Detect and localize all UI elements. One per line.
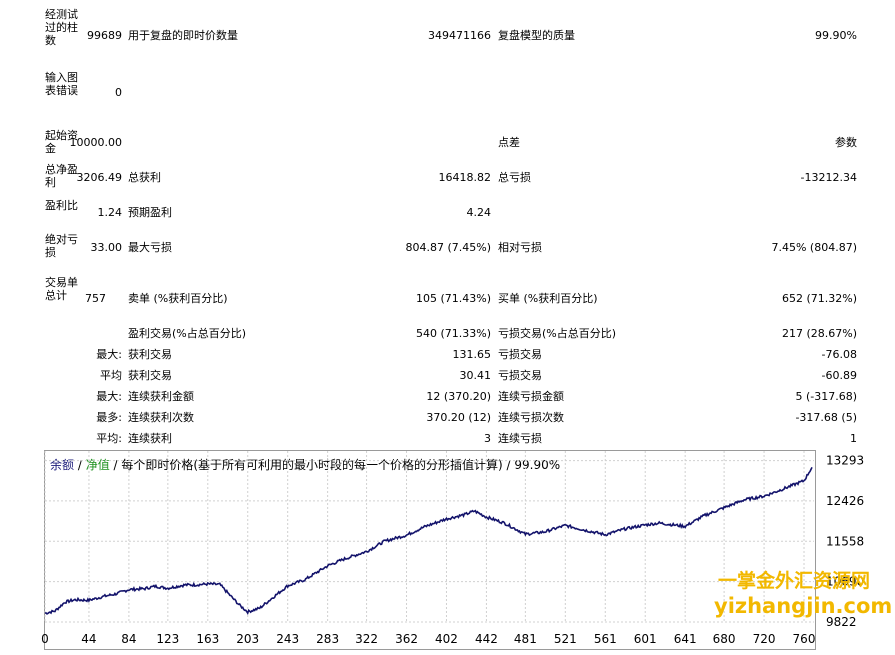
gross-profit-value: 16418.82 — [438, 171, 492, 184]
x-tick-label: 44 — [81, 632, 96, 646]
net-profit-value: 3206.49 — [76, 171, 123, 184]
long-trades-value: 652 (71.32%) — [781, 292, 857, 305]
stat-row-right-label: 连续亏损金额 — [498, 390, 564, 403]
x-tick-label: 481 — [514, 632, 537, 646]
stat-row-left-label: 获利交易 — [128, 348, 172, 361]
chart-errors-label: 输入图表错误 — [45, 71, 78, 97]
x-tick-label: 641 — [674, 632, 697, 646]
equity-legend: 净值 — [85, 458, 110, 472]
y-tick-label: 10690 — [826, 575, 864, 589]
stat-row-prefix: 最大: — [96, 390, 122, 403]
x-tick-label: 442 — [475, 632, 498, 646]
y-tick-label: 9822 — [826, 615, 857, 629]
stat-row-right-value: -317.68 (5) — [795, 411, 857, 424]
stat-row-prefix: 平均: — [96, 432, 122, 445]
watermark-url: yizhangjin.com — [714, 594, 893, 618]
total-trades-value: 757 — [85, 292, 106, 305]
profit-trades-label: 盈利交易(%占总百分比) — [128, 327, 247, 340]
stat-row-right-value: -76.08 — [821, 348, 857, 361]
ticks-label: 用于复盘的即时价数量 — [128, 29, 238, 42]
stat-row-right-label: 连续亏损 — [498, 432, 542, 445]
x-tick-label: 322 — [355, 632, 378, 646]
expected-payoff-value: 4.24 — [466, 206, 492, 219]
spread-value: 参数 — [835, 136, 857, 149]
y-tick-label: 11558 — [826, 534, 864, 548]
stat-row-left-value: 12 (370.20) — [426, 390, 491, 403]
stat-row-left-value: 370.20 (12) — [426, 411, 491, 424]
gross-loss-value: -13212.34 — [800, 171, 857, 184]
net-profit-label: 总净盈利 — [45, 163, 78, 189]
spread-label: 点差 — [498, 136, 520, 149]
short-trades-value: 105 (71.43%) — [415, 292, 491, 305]
x-tick-label: 0 — [41, 632, 49, 646]
stat-row-left-label: 连续获利金额 — [128, 390, 194, 403]
x-tick-label: 601 — [634, 632, 657, 646]
x-tick-label: 521 — [554, 632, 577, 646]
stat-row-right-label: 连续亏损次数 — [498, 411, 564, 424]
profit-factor-label: 盈利比 — [45, 199, 78, 212]
x-tick-label: 720 — [753, 632, 776, 646]
x-tick-label: 163 — [196, 632, 219, 646]
stat-row-left-value: 131.65 — [452, 348, 492, 361]
expected-payoff-label: 预期盈利 — [128, 206, 172, 219]
abs-drawdown-label: 绝对亏损 — [45, 233, 78, 259]
chart-description: 每个即时价格(基于所有可利用的最小时段的每一个价格的分形插值计算) / 99.9… — [121, 458, 561, 472]
x-tick-label: 84 — [121, 632, 136, 646]
short-trades-label: 卖单 (%获利百分比) — [128, 292, 228, 305]
stat-row-prefix: 最多: — [96, 411, 122, 424]
gross-loss-label: 总亏损 — [498, 171, 531, 184]
long-trades-label: 买单 (%获利百分比) — [498, 292, 598, 305]
x-tick-label: 203 — [236, 632, 259, 646]
stat-row-left-label: 连续获利 — [128, 432, 172, 445]
max-drawdown-value: 804.87 (7.45%) — [405, 241, 491, 254]
x-tick-label: 561 — [594, 632, 617, 646]
initial-deposit-label: 起始资金 — [45, 129, 78, 155]
bars-tested-value: 99689 — [87, 29, 122, 42]
stat-row-prefix: 平均 — [100, 369, 122, 382]
caption-separator: / — [74, 458, 86, 472]
bars-tested-label: 经测试过的柱数 — [45, 8, 78, 47]
stat-row-right-label: 亏损交易 — [498, 369, 542, 382]
chart-caption: 余额 / 净值 / 每个即时价格(基于所有可利用的最小时段的每一个价格的分形插值… — [50, 456, 560, 473]
rel-drawdown-value: 7.45% (804.87) — [771, 241, 857, 254]
abs-drawdown-value: 33.00 — [90, 241, 123, 254]
loss-trades-value: 217 (28.67%) — [781, 327, 857, 340]
stat-row-left-value: 3 — [484, 432, 491, 445]
stat-row-prefix: 最大: — [96, 348, 122, 361]
x-tick-label: 283 — [316, 632, 339, 646]
profit-trades-value: 540 (71.33%) — [415, 327, 491, 340]
total-trades-label: 交易单总计 — [45, 276, 78, 302]
gross-profit-label: 总获利 — [128, 171, 161, 184]
caption-separator: / — [109, 458, 122, 472]
stat-row-left-label: 获利交易 — [128, 369, 172, 382]
balance-series-line — [44, 466, 813, 616]
stat-row-right-value: 1 — [850, 432, 857, 445]
stat-row-right-value: 5 (-317.68) — [795, 390, 857, 403]
watermark-logo-text: 一掌金外汇资源网 — [718, 570, 871, 592]
x-tick-label: 123 — [156, 632, 179, 646]
model-quality-value: 99.90% — [815, 29, 857, 42]
initial-deposit-value: 10000.00 — [69, 136, 123, 149]
ticks-value: 349471166 — [428, 29, 491, 42]
y-tick-label: 12426 — [826, 494, 864, 508]
profit-factor-value: 1.24 — [97, 206, 123, 219]
x-tick-label: 680 — [713, 632, 736, 646]
balance-legend: 余额 — [50, 458, 75, 472]
x-tick-label: 760 — [793, 632, 816, 646]
chart-errors-value: 0 — [115, 86, 122, 99]
max-drawdown-label: 最大亏损 — [128, 241, 172, 254]
equity-chart-frame — [44, 450, 816, 650]
x-tick-label: 362 — [395, 632, 418, 646]
x-tick-label: 243 — [276, 632, 299, 646]
x-tick-label: 402 — [435, 632, 458, 646]
model-quality-label: 复盘模型的质量 — [498, 29, 575, 42]
stat-row-right-value: -60.89 — [821, 369, 857, 382]
loss-trades-label: 亏损交易(%占总百分比) — [498, 327, 617, 340]
rel-drawdown-label: 相对亏损 — [498, 241, 542, 254]
y-tick-label: 13293 — [826, 454, 864, 468]
stat-row-left-label: 连续获利次数 — [128, 411, 194, 424]
stat-row-left-value: 30.41 — [459, 369, 492, 382]
stat-row-right-label: 亏损交易 — [498, 348, 542, 361]
